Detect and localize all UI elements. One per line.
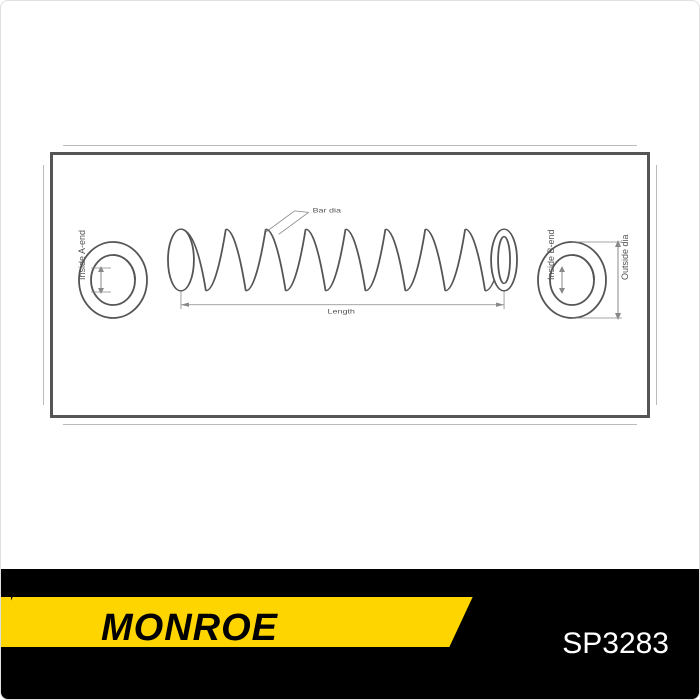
label-length: Length xyxy=(328,308,355,315)
spring-side-view: Bar dia xyxy=(163,205,522,355)
product-image-card: Inside A-end Bar dia xyxy=(0,0,700,700)
diagram-frame: Inside A-end Bar dia xyxy=(50,152,650,418)
label-outside-dia: Outside dia xyxy=(620,234,630,280)
label-bar-dia: Bar dia xyxy=(313,206,342,214)
diagram-area: Inside A-end Bar dia xyxy=(1,1,699,569)
coil-end-b: Inside B-end Outside dia xyxy=(532,235,627,325)
brand-logo: MONROE xyxy=(101,607,278,650)
label-inside-a: Inside A-end xyxy=(77,230,87,280)
bar-dia-callout: Bar dia xyxy=(265,206,342,234)
part-number: SP3283 xyxy=(562,627,669,661)
coil-end-a: Inside A-end xyxy=(73,235,153,325)
length-dimension: Length xyxy=(181,292,504,315)
label-inside-b: Inside B-end xyxy=(546,229,556,280)
spring-coils xyxy=(168,229,517,291)
brand-footer: MONROE SP3283 xyxy=(1,569,699,699)
